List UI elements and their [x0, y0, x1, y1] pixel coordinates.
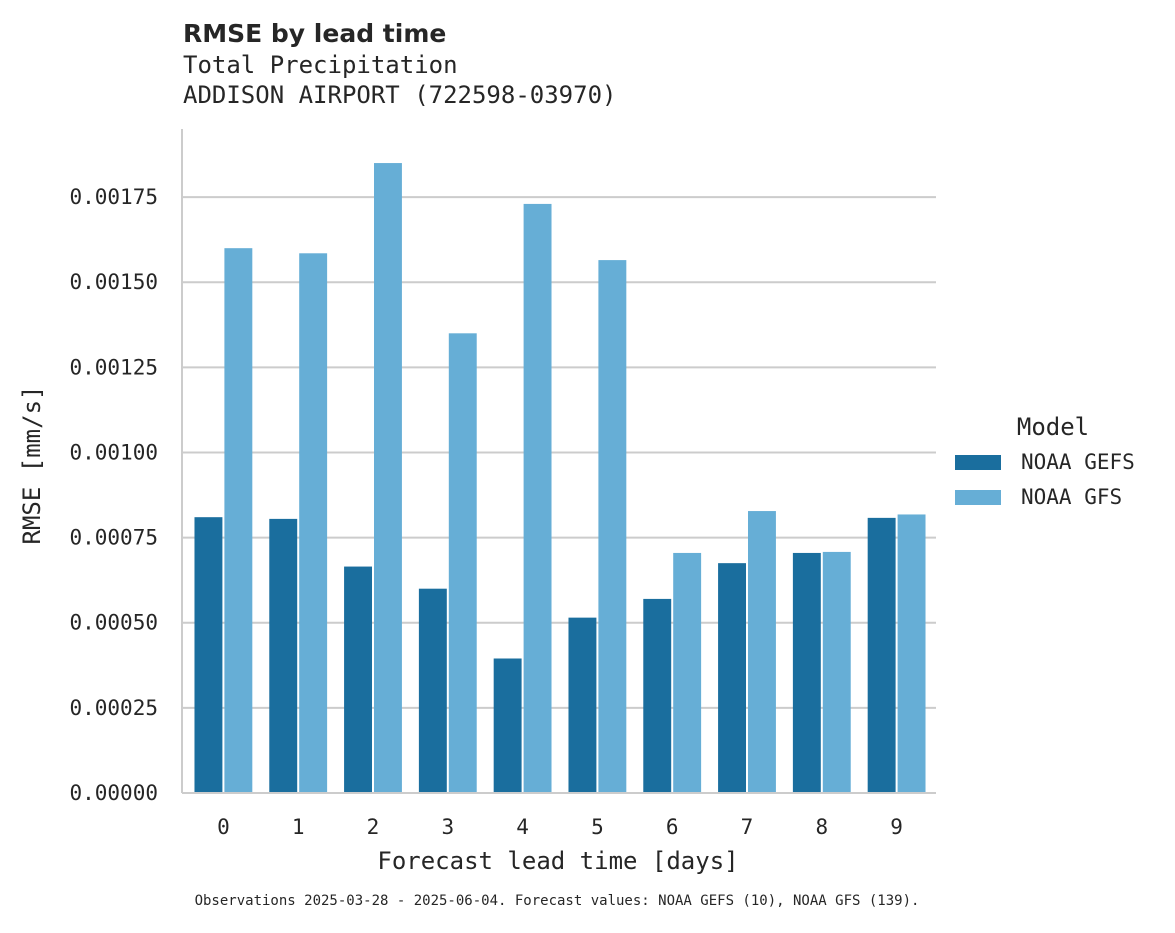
legend-swatch — [955, 490, 1001, 505]
x-tick-label: 3 — [441, 815, 454, 839]
y-tick-label: 0.00175 — [69, 185, 158, 209]
legend-label: NOAA GFS — [1021, 485, 1122, 509]
x-tick-label: 7 — [741, 815, 754, 839]
x-tick-label: 0 — [217, 815, 230, 839]
bar-noaa-gfs-7 — [748, 511, 776, 793]
bar-noaa-gfs-4 — [523, 203, 552, 793]
legend-swatch — [955, 455, 1001, 470]
bar-noaa-gfs-9 — [897, 514, 926, 793]
x-tick-label: 4 — [516, 815, 529, 839]
x-tick-label: 9 — [890, 815, 903, 839]
y-tick-label: 0.00025 — [69, 696, 158, 720]
bar-noaa-gefs-0 — [194, 517, 223, 793]
x-tick-label: 6 — [666, 815, 679, 839]
bar-noaa-gefs-8 — [792, 552, 821, 793]
chart-subtitle-station: ADDISON AIRPORT (722598-03970) — [183, 81, 616, 109]
bar-noaa-gfs-8 — [822, 551, 851, 793]
x-tick-label: 2 — [367, 815, 380, 839]
x-tick-label: 5 — [591, 815, 604, 839]
bar-noaa-gfs-1 — [299, 253, 328, 794]
x-tick-labels: 0 1 2 3 4 5 6 7 8 9 — [217, 815, 903, 839]
axes — [181, 129, 936, 794]
y-tick-labels: 0.00000 0.00025 0.00050 0.00075 0.00100 0.001… — [69, 185, 158, 805]
legend-items: NOAA GEFS NOAA GFS — [955, 450, 1135, 509]
chart-subtitle-variable: Total Precipitation — [183, 51, 458, 79]
bar-noaa-gefs-1 — [269, 518, 298, 793]
y-tick-label: 0.00075 — [69, 526, 158, 550]
bar-noaa-gfs-6 — [673, 552, 702, 793]
bar-noaa-gefs-7 — [718, 563, 746, 793]
y-axis-label: RMSE [mm/s] — [18, 386, 46, 545]
y-tick-label: 0.00050 — [69, 611, 158, 635]
bar-noaa-gefs-5 — [568, 617, 597, 793]
legend-title: Model — [1017, 413, 1089, 441]
x-tick-label: 1 — [292, 815, 305, 839]
y-tick-label: 0.00150 — [69, 270, 158, 294]
y-tick-label: 0.00000 — [69, 781, 158, 805]
bar-noaa-gefs-4 — [493, 658, 522, 793]
bar-noaa-gfs-0 — [224, 248, 253, 793]
y-tick-label: 0.00100 — [69, 440, 158, 464]
chart-title: RMSE by lead time — [183, 19, 446, 48]
legend: Model NOAA GEFS NOAA GFS — [955, 413, 1135, 509]
x-tick-label: 8 — [815, 815, 828, 839]
y-tick-label: 0.00125 — [69, 355, 158, 379]
bar-noaa-gefs-6 — [643, 598, 672, 793]
bar-noaa-gefs-3 — [418, 588, 447, 793]
bar-noaa-gefs-9 — [867, 517, 896, 793]
bar-noaa-gfs-2 — [374, 163, 402, 794]
bar-noaa-gefs-2 — [344, 566, 372, 793]
x-axis-label: Forecast lead time [days] — [377, 847, 738, 875]
bars — [194, 163, 926, 794]
bar-noaa-gfs-5 — [598, 260, 627, 794]
legend-label: NOAA GEFS — [1021, 450, 1135, 474]
footnote: Observations 2025-03-28 - 2025-06-04. Fo… — [195, 893, 920, 909]
bar-noaa-gfs-3 — [448, 333, 477, 793]
